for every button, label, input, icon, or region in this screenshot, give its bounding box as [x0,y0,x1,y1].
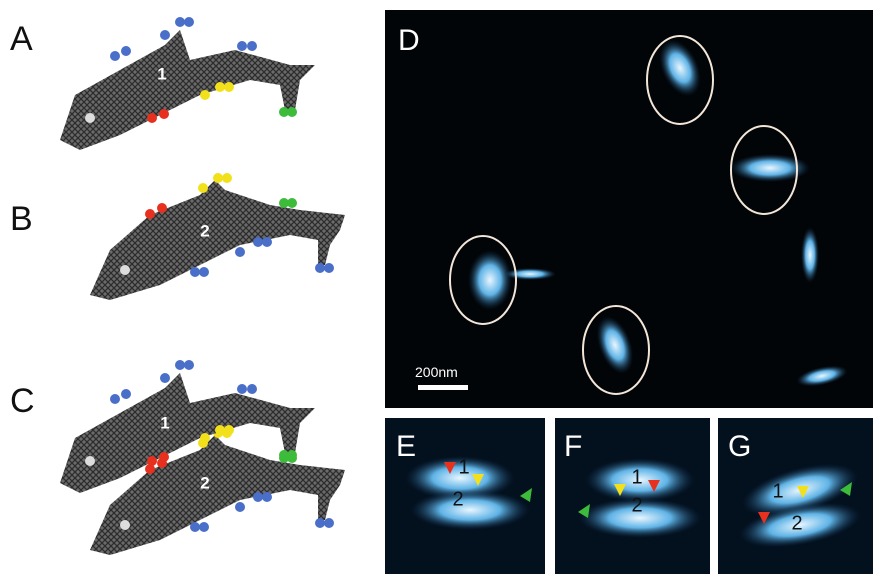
structure-number: 1 [458,456,469,478]
panel-label: D [398,24,420,57]
scale-bar [418,385,468,390]
structure-number: 1 [160,413,169,432]
figure: A 1 B 2 C 1 2 D 200nm E 1 2 [0,0,873,574]
structure-number: 1 [631,466,642,488]
structure-number: 1 [772,480,783,502]
panel-label: A [10,20,33,58]
panel-label: G [728,430,751,463]
scale-bar-label: 200nm [415,364,458,380]
origami-a [60,17,315,150]
panel-label: C [10,382,35,420]
structure-number: 2 [631,494,642,516]
panel-label: F [564,430,582,463]
structure-number: 2 [200,221,209,240]
structure-number: 1 [157,64,166,83]
panel-label: B [10,200,33,238]
panel-label: E [396,430,416,463]
structure-number: 2 [452,488,463,510]
origami-b [90,173,345,300]
structure-number: 2 [200,473,209,492]
structure-number: 2 [791,512,802,534]
